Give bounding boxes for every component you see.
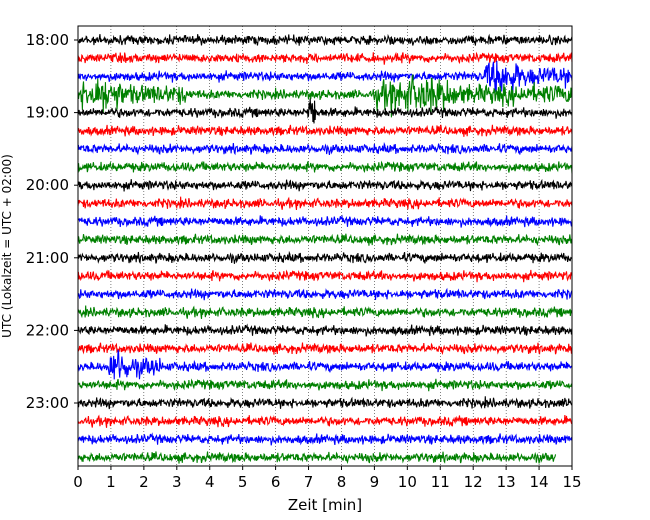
plot-border [77, 25, 573, 467]
trace-2200 [77, 323, 573, 337]
y-axis-label: UTC (Lokalzeit = UTC + 02:00) [0, 154, 14, 338]
trace-2215 [77, 342, 573, 356]
x-tick-label: 3 [172, 473, 182, 491]
trace-2030 [77, 214, 573, 228]
trace-2145 [77, 305, 573, 319]
y-tick-label: 22:00 [26, 321, 69, 339]
y-tick-label: 23:00 [26, 394, 69, 412]
x-tick-label: 1 [106, 473, 116, 491]
x-tick-label: 0 [73, 473, 83, 491]
y-tick-label: 21:00 [26, 249, 69, 267]
trace-1930 [77, 141, 573, 156]
trace-1900 [77, 98, 573, 124]
trace-1800 [77, 33, 573, 47]
trace-2330 [77, 432, 573, 446]
trace-1915 [77, 124, 573, 137]
x-tick-label: 8 [337, 473, 347, 491]
trace-1815 [77, 51, 573, 65]
x-tick-label: 11 [431, 473, 450, 491]
trace-2300 [77, 396, 573, 410]
trace-2045 [77, 233, 573, 247]
trace-2100 [77, 250, 573, 265]
x-tick-label: 4 [205, 473, 215, 491]
x-axis-label: Zeit [min] [288, 496, 362, 514]
x-tick-label: 13 [497, 473, 516, 491]
y-tick-label: 18:00 [26, 31, 69, 49]
trace-2315 [77, 414, 573, 428]
plot-frame [78, 26, 572, 466]
y-axis: 18:00 19:00 20:00 21:00 22:00 23:00 [26, 31, 78, 412]
x-tick-label: 5 [238, 473, 248, 491]
trace-1830 [77, 60, 573, 94]
x-axis: 0 1 2 3 4 5 6 7 8 9 10 11 12 13 14 15 [73, 466, 582, 491]
x-tick-label: 7 [304, 473, 314, 491]
x-tick-label: 12 [464, 473, 483, 491]
trace-2015 [77, 196, 573, 211]
x-tick-label: 15 [562, 473, 581, 491]
grid-lines [110, 26, 540, 466]
x-tick-label: 6 [271, 473, 281, 491]
trace-2130 [77, 287, 573, 301]
trace-1845 [77, 74, 573, 118]
trace-2115 [77, 269, 573, 283]
trace-2230 [77, 349, 573, 380]
y-tick-label: 19:00 [26, 104, 69, 122]
plot-area [77, 25, 573, 467]
trace-2000 [77, 178, 573, 192]
x-tick-label: 2 [139, 473, 149, 491]
x-tick-label: 14 [530, 473, 549, 491]
traces [77, 33, 573, 464]
trace-1945 [77, 160, 573, 174]
y-tick-label: 20:00 [26, 176, 69, 194]
trace-2345 [77, 451, 557, 464]
trace-2245 [77, 378, 573, 392]
x-tick-label: 9 [370, 473, 380, 491]
x-tick-label: 10 [398, 473, 417, 491]
